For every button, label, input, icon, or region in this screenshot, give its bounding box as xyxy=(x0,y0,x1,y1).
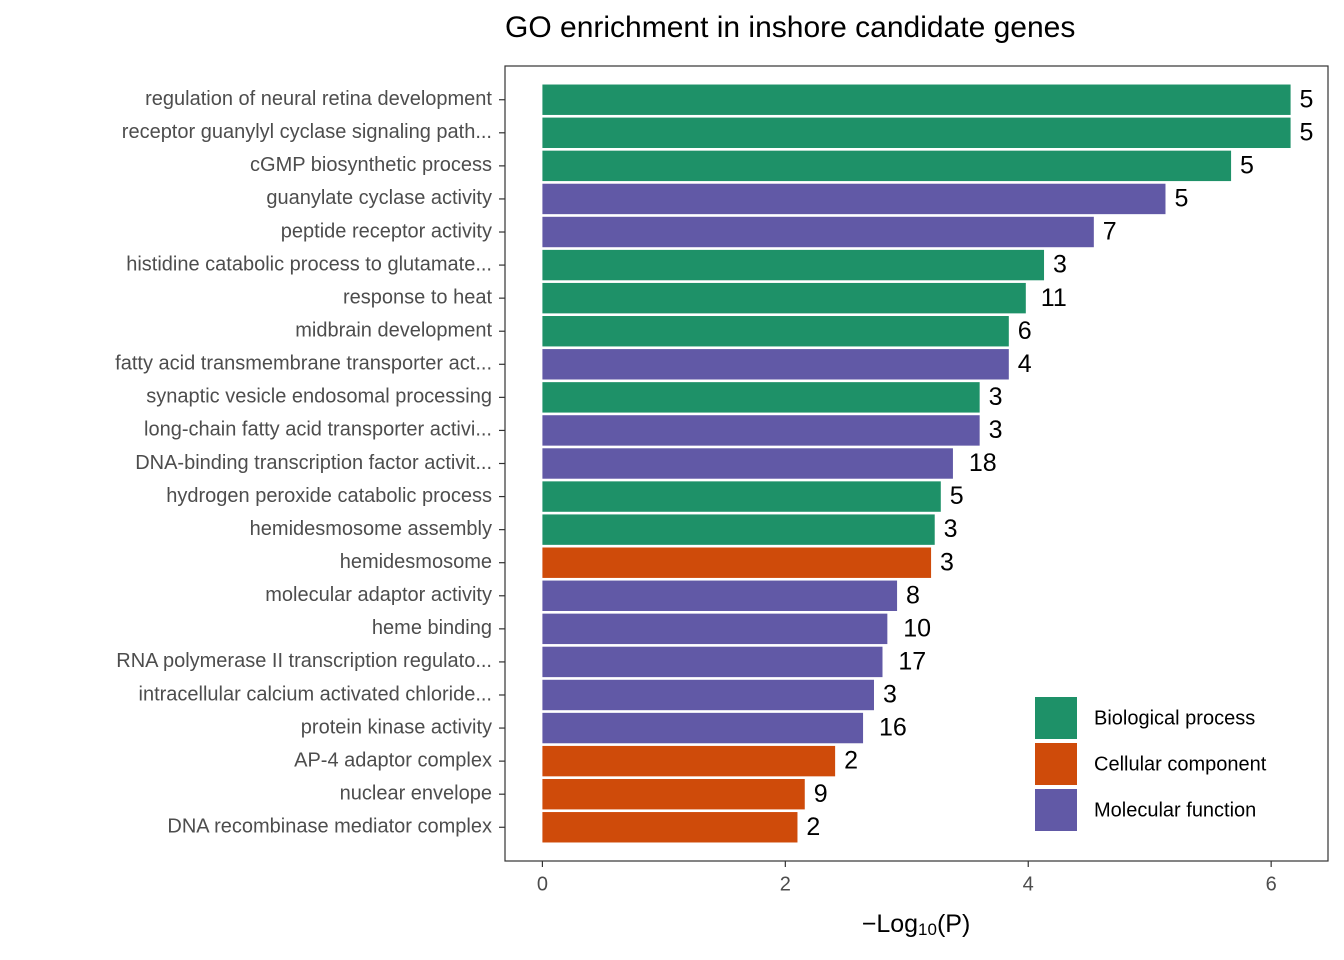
y-tick-label: protein kinase activity xyxy=(301,716,492,738)
count-label: 10 xyxy=(903,614,931,642)
y-tick-label: receptor guanylyl cyclase signaling path… xyxy=(122,121,492,143)
bar xyxy=(542,316,1009,347)
bar xyxy=(542,812,798,843)
count-label: 5 xyxy=(1300,118,1314,146)
x-title-subscript: 10 xyxy=(918,920,937,939)
bar xyxy=(542,712,864,744)
count-label: 3 xyxy=(989,383,1003,411)
bar xyxy=(542,745,836,777)
bar xyxy=(542,249,1045,281)
y-tick-label: intracellular calcium activated chloride… xyxy=(139,683,493,705)
count-label: 11 xyxy=(1041,284,1067,312)
x-axis-title: −Log10(P) xyxy=(862,910,971,940)
bar xyxy=(542,448,953,479)
count-label: 5 xyxy=(950,482,964,510)
bar xyxy=(542,679,874,711)
y-tick-label: guanylate cyclase activity xyxy=(266,187,492,209)
count-label: 5 xyxy=(1240,151,1254,179)
count-label: 2 xyxy=(806,813,820,841)
count-label: 7 xyxy=(1103,218,1117,246)
count-label: 16 xyxy=(879,714,907,742)
y-tick-label: DNA-binding transcription factor activit… xyxy=(135,452,492,474)
count-label: 8 xyxy=(906,581,920,609)
count-label: 2 xyxy=(844,747,858,775)
y-tick-label: response to heat xyxy=(343,286,492,308)
y-tick-label: long-chain fatty acid transporter activi… xyxy=(144,419,492,441)
y-tick-label: molecular adaptor activity xyxy=(265,584,492,606)
y-tick-label: synaptic vesicle endosomal processing xyxy=(146,386,492,408)
y-tick-label: histidine catabolic process to glutamate… xyxy=(126,253,492,275)
legend-key xyxy=(1035,789,1077,831)
count-label: 4 xyxy=(1018,350,1032,378)
bar xyxy=(542,778,805,810)
bar xyxy=(542,580,898,611)
count-label: 18 xyxy=(969,449,997,477)
bar xyxy=(542,613,888,645)
y-tick-label: peptide receptor activity xyxy=(281,220,492,242)
y-tick-label: hydrogen peroxide catabolic process xyxy=(166,485,492,507)
bar xyxy=(542,117,1291,149)
y-tick-label: fatty acid transmembrane transporter act… xyxy=(115,353,492,375)
legend-label: Cellular component xyxy=(1094,753,1267,775)
y-tick-label: midbrain development xyxy=(295,320,492,342)
y-tick-label: RNA polymerase II transcription regulato… xyxy=(116,650,492,672)
x-title-part: −Log xyxy=(862,910,918,938)
x-tick-label: 2 xyxy=(780,873,791,895)
bar xyxy=(542,382,980,413)
bar xyxy=(542,216,1094,248)
y-tick-label: regulation of neural retina development xyxy=(145,88,492,110)
y-tick-label: nuclear envelope xyxy=(340,782,492,804)
count-label: 3 xyxy=(944,515,958,543)
legend-key xyxy=(1035,743,1077,785)
count-label: 3 xyxy=(989,416,1003,444)
count-label: 3 xyxy=(883,681,897,709)
x-tick-label: 0 xyxy=(537,873,548,895)
y-tick-label: hemidesmosome xyxy=(340,551,492,573)
x-title-part: (P) xyxy=(937,910,970,938)
bar xyxy=(542,282,1026,314)
bar xyxy=(542,481,941,512)
legend-label: Molecular function xyxy=(1094,799,1256,821)
bar xyxy=(542,514,935,545)
count-label: 5 xyxy=(1174,185,1188,213)
bar xyxy=(542,646,883,678)
count-label: 17 xyxy=(898,648,926,676)
bar xyxy=(542,150,1232,182)
count-label: 6 xyxy=(1018,317,1032,345)
y-tick-label: DNA recombinase mediator complex xyxy=(167,816,492,838)
bar xyxy=(542,547,932,578)
bar xyxy=(542,84,1291,115)
count-label: 3 xyxy=(1053,251,1067,279)
chart-title: GO enrichment in inshore candidate genes xyxy=(505,11,1075,44)
bar xyxy=(542,349,1009,380)
count-label: 5 xyxy=(1300,85,1314,113)
x-tick-label: 4 xyxy=(1023,873,1034,895)
legend-label: Biological process xyxy=(1094,707,1255,729)
bar xyxy=(542,183,1166,215)
y-tick-label: heme binding xyxy=(372,617,492,639)
x-tick-label: 6 xyxy=(1266,873,1277,895)
bar xyxy=(542,415,980,446)
y-tick-label: hemidesmosome assembly xyxy=(250,518,492,540)
legend-key xyxy=(1035,697,1077,739)
count-label: 3 xyxy=(940,548,954,576)
count-label: 9 xyxy=(814,780,828,808)
y-tick-label: AP-4 adaptor complex xyxy=(294,749,492,771)
y-tick-label: cGMP biosynthetic process xyxy=(250,154,492,176)
